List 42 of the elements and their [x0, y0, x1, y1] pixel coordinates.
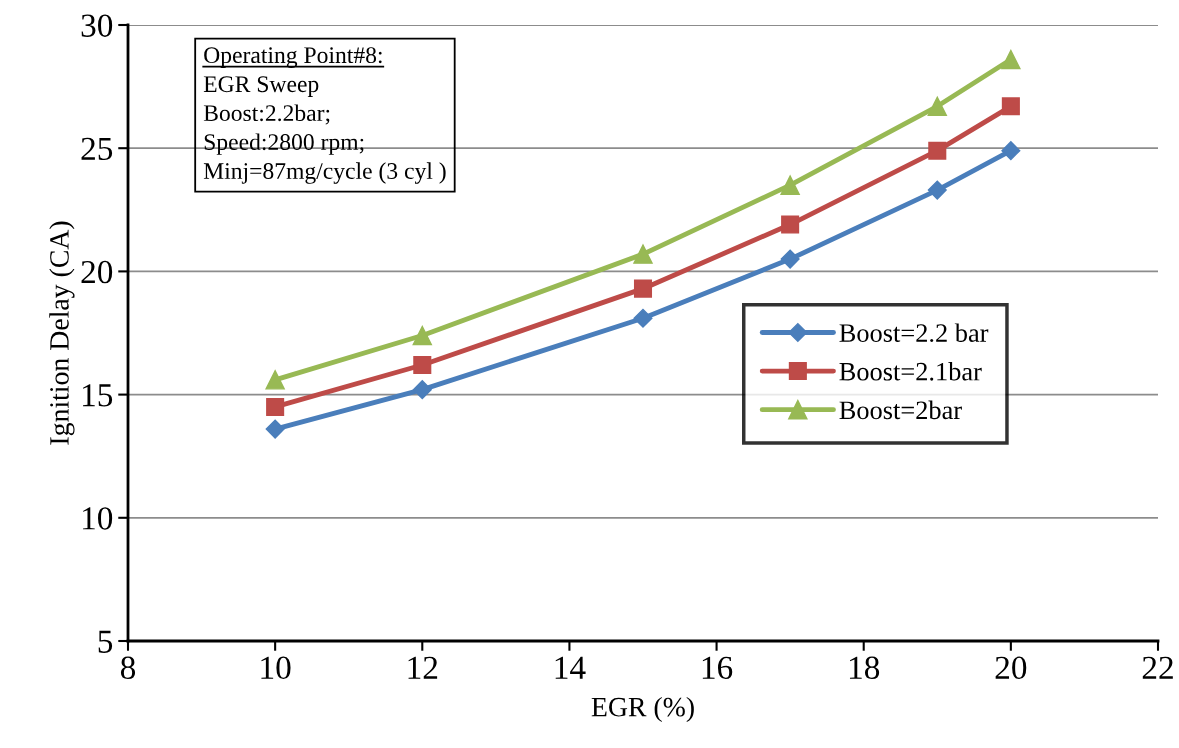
y-tick-label: 30 — [81, 14, 113, 37]
annotation: Operating Point#8: — [204, 47, 382, 68]
annotation: EGR Sweep — [203, 76, 319, 97]
x-tick-label: 20 — [995, 656, 1027, 680]
y-tick-label: 5 — [98, 630, 113, 653]
x-tick-label: 14 — [555, 656, 586, 679]
x-tick-label: 10 — [261, 656, 291, 680]
point — [265, 370, 285, 390]
point — [928, 141, 947, 160]
x-tick-label: 12 — [408, 656, 438, 679]
y-axis-title: Ignition Delay (CA) — [49, 221, 75, 445]
x-tick-label: 16 — [702, 656, 733, 680]
x-axis-title: EGR (%) — [591, 696, 694, 723]
point — [1001, 49, 1021, 70]
point — [413, 356, 432, 375]
legend-label: Boost=2bar — [839, 400, 962, 420]
y-tick-label: 25 — [81, 137, 113, 161]
y-tick-label: 10 — [83, 507, 113, 530]
annotation: Speed:2800 rpm; — [204, 133, 364, 155]
point — [780, 249, 800, 269]
legend-label: Boost=2.2 bar — [839, 323, 989, 343]
point — [265, 419, 285, 439]
point — [412, 325, 433, 346]
legend-label: Boost=2.1bar — [839, 362, 982, 381]
x-tick-label: 18 — [849, 656, 880, 680]
annotation: Boost:2.2bar; — [203, 104, 330, 125]
point — [266, 397, 285, 416]
point — [1001, 141, 1021, 161]
point — [412, 380, 432, 400]
y-tick-label: 15 — [83, 384, 113, 407]
y-tick-label: 20 — [81, 260, 113, 284]
point — [780, 175, 800, 195]
point — [927, 96, 948, 117]
point — [927, 180, 947, 200]
x-tick-label: 22 — [1142, 656, 1173, 679]
annotation: Minj=87mg/cycle (3 cyl ) — [203, 162, 446, 184]
point — [781, 215, 800, 234]
point — [633, 279, 653, 298]
x-tick-label: 8 — [120, 656, 136, 680]
point — [1001, 97, 1020, 116]
point — [633, 308, 653, 328]
point — [633, 244, 653, 264]
